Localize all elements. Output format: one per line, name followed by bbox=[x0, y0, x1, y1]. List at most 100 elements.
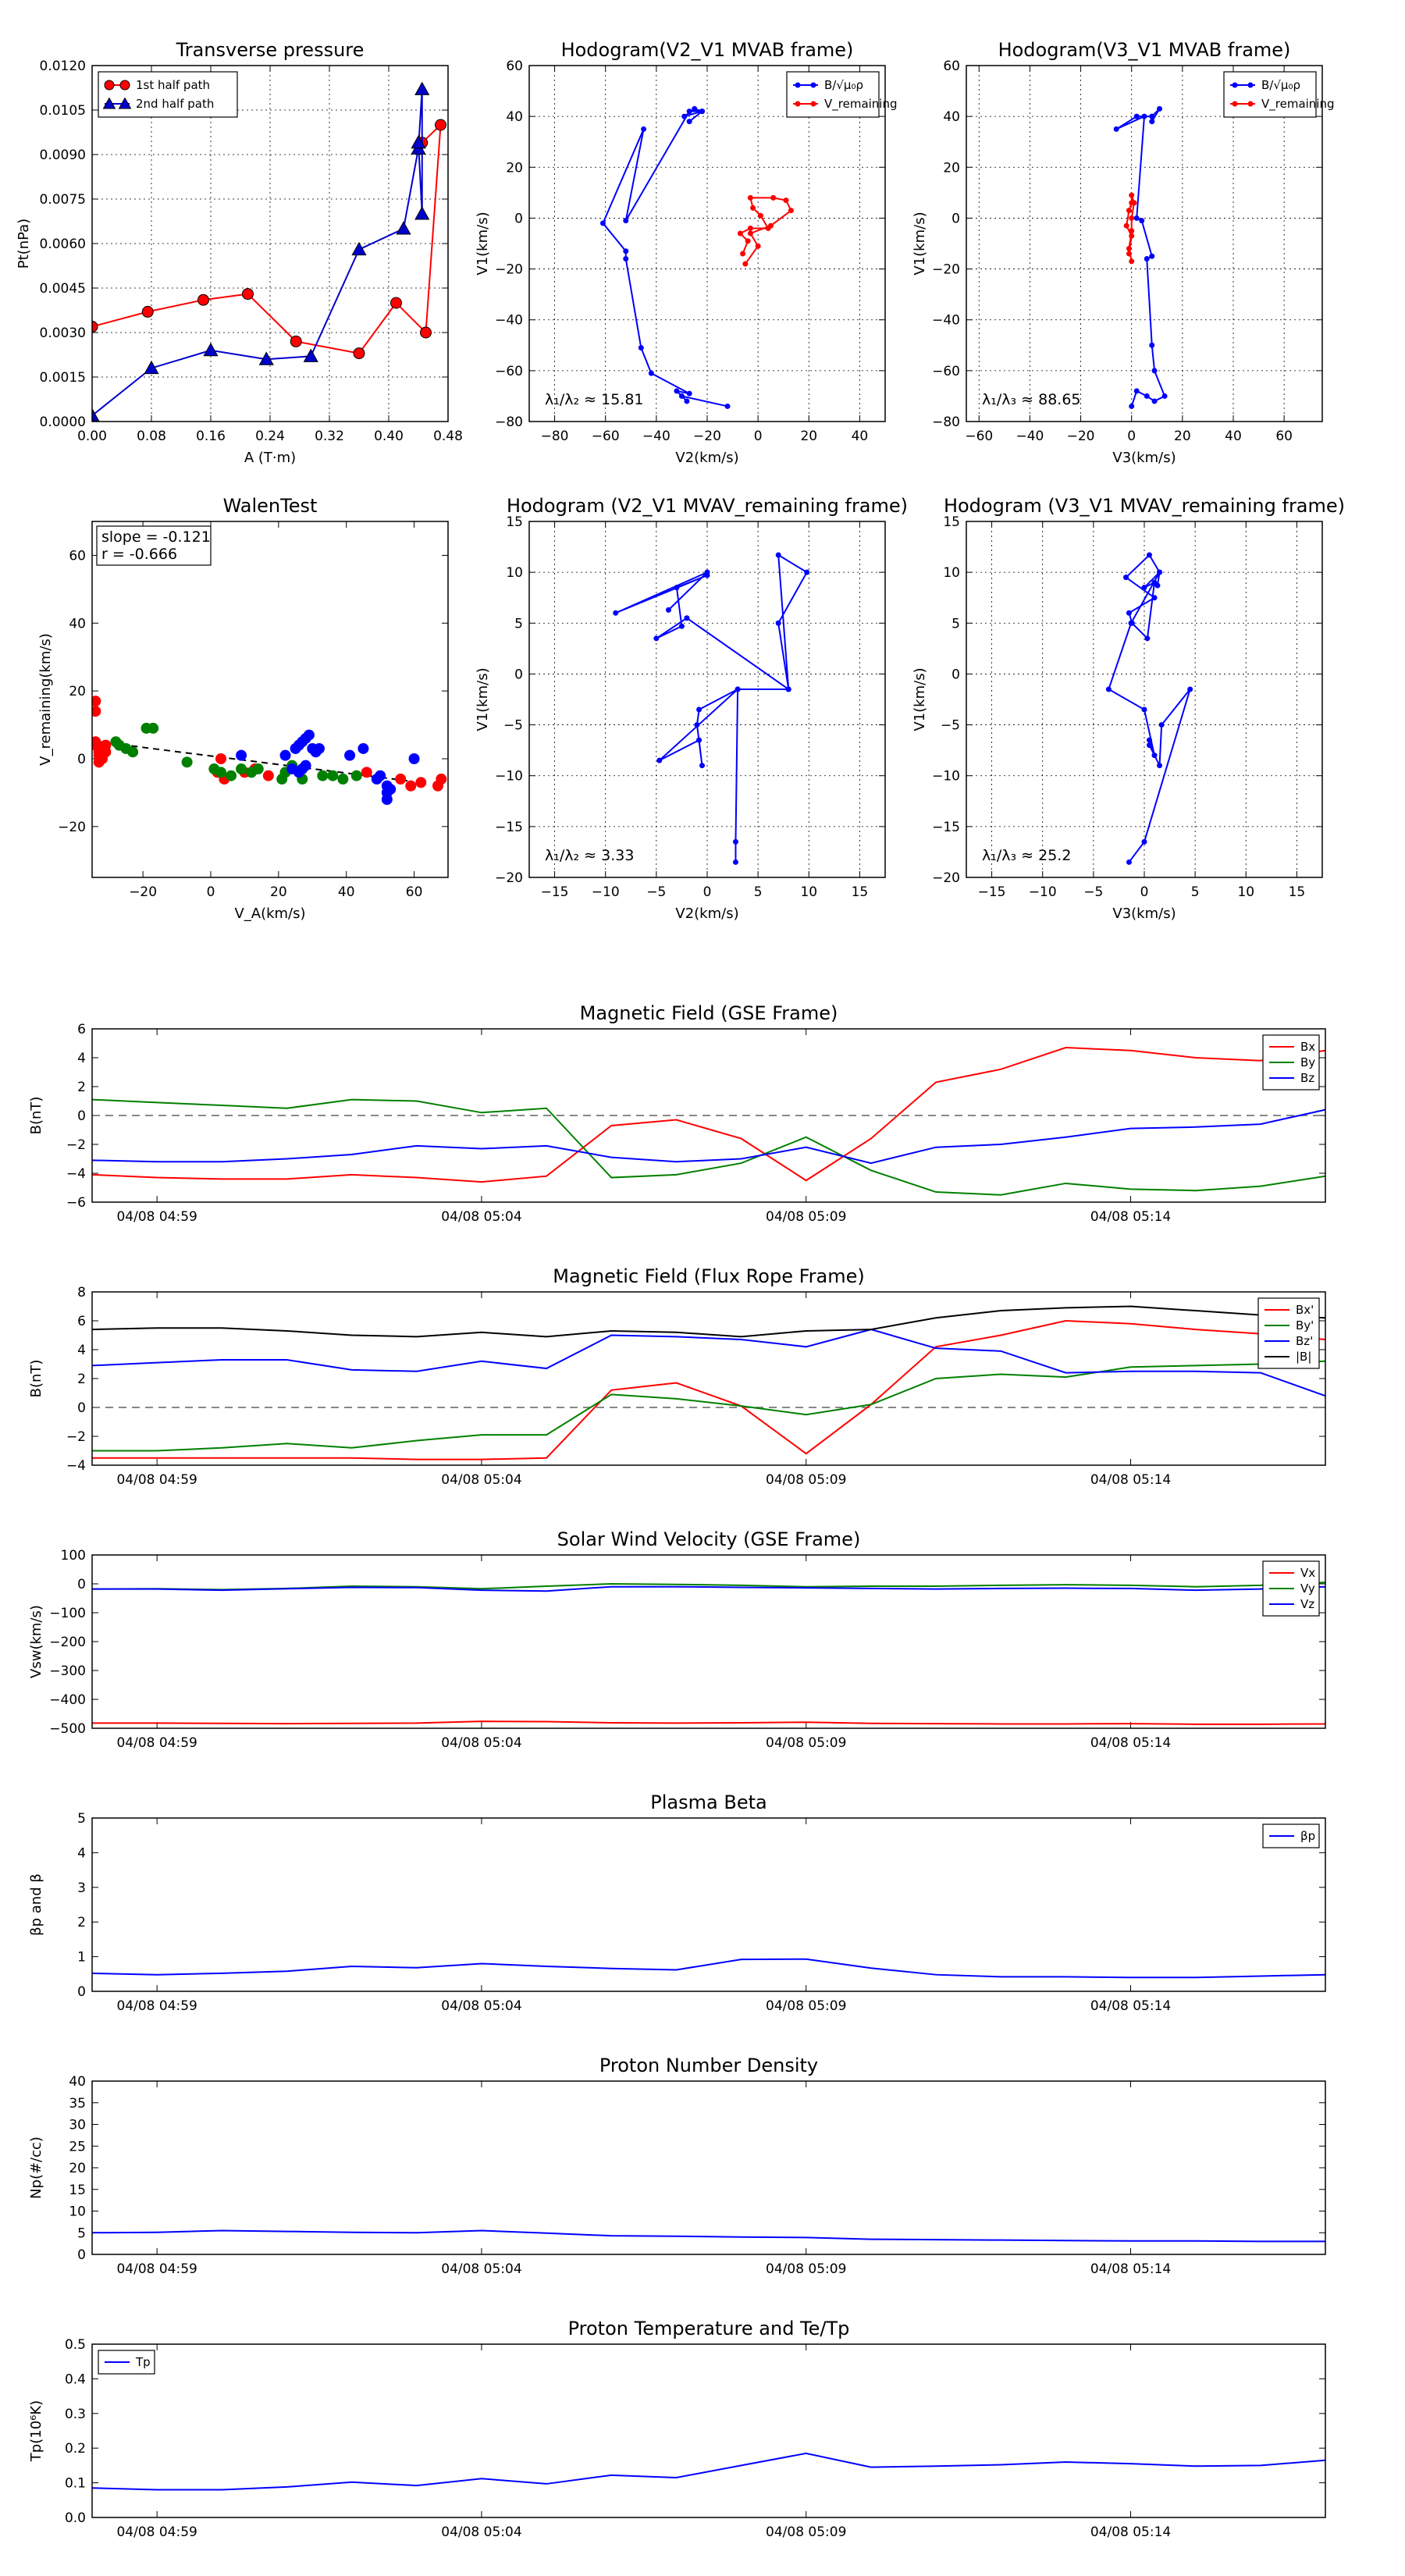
x-tick-label: 10 bbox=[1237, 884, 1254, 900]
y-axis-label: βp and β bbox=[28, 1873, 44, 1936]
y-tick-label: −6 bbox=[66, 1195, 86, 1211]
chart-walen: −20 0 20 40 60 −20 0 20 40 60 WalenTest V_A(km/s) V_… bbox=[37, 495, 449, 922]
y-tick-label: 20 bbox=[69, 2161, 86, 2176]
data-point bbox=[1151, 595, 1158, 601]
y-tick-label: −500 bbox=[49, 1721, 86, 1737]
legend-box bbox=[98, 71, 238, 118]
data-point bbox=[226, 770, 237, 781]
chart-title: Proton Temperature and Te/Tp bbox=[568, 2318, 850, 2339]
legend-label: βp bbox=[1300, 1829, 1315, 1843]
chart-mag_gse: −6 −4 −2 0 2 4 6 04/08 04:59 04/08 05:04 04/08 05… bbox=[28, 1002, 1326, 1225]
y-tick-label: 0.0 bbox=[65, 2510, 86, 2526]
y-axis-label: V1(km/s) bbox=[912, 212, 928, 275]
x-tick-label: −20 bbox=[1067, 429, 1095, 444]
x-tick-label: 0.24 bbox=[255, 429, 285, 444]
x-tick-label: 0.00 bbox=[77, 429, 107, 444]
legend-label: Vz bbox=[1300, 1597, 1314, 1611]
x-tick-label: 04/08 05:14 bbox=[1090, 2261, 1171, 2277]
data-point bbox=[1133, 113, 1140, 119]
y-tick-label: −5 bbox=[941, 718, 960, 734]
data-point bbox=[350, 770, 362, 781]
y-tick-label: 0.0030 bbox=[40, 326, 86, 341]
plot-frame bbox=[91, 521, 449, 878]
y-tick-label: −15 bbox=[495, 820, 523, 835]
series-line bbox=[1115, 108, 1166, 407]
x-tick-label: 04/08 05:09 bbox=[766, 1209, 846, 1225]
data-point bbox=[1129, 215, 1135, 221]
y-tick-label: 0.4 bbox=[65, 2371, 86, 2387]
data-point bbox=[732, 859, 738, 865]
y-tick-label: −2 bbox=[66, 1429, 86, 1445]
data-point bbox=[750, 205, 756, 211]
data-point bbox=[1126, 251, 1132, 257]
data-point bbox=[692, 105, 698, 112]
legend-marker bbox=[1247, 101, 1254, 107]
y-tick-label: 6 bbox=[77, 1314, 86, 1329]
legend: Bx'By' Bz' |B| bbox=[1257, 1297, 1320, 1369]
data-point bbox=[1105, 686, 1112, 692]
data-point bbox=[1129, 620, 1135, 626]
y-axis-label: V1(km/s) bbox=[475, 667, 491, 731]
y-tick-label: −5 bbox=[503, 718, 523, 734]
y-tick-label: 1 bbox=[77, 1950, 86, 1966]
y-tick-label: 40 bbox=[69, 2074, 86, 2090]
x-tick-label: 15 bbox=[852, 884, 869, 900]
chart-title: Plasma Beta bbox=[650, 1791, 767, 1813]
data-point bbox=[745, 238, 751, 244]
data-point bbox=[317, 770, 329, 781]
data-point bbox=[747, 194, 753, 201]
x-tick-label: 04/08 04:59 bbox=[116, 1998, 197, 2014]
legend-box bbox=[1223, 71, 1317, 118]
legend-label: Vx bbox=[1300, 1566, 1315, 1580]
x-tick-label: 04/08 05:04 bbox=[441, 1472, 521, 1488]
data-point bbox=[1129, 228, 1135, 234]
regression-line bbox=[98, 741, 408, 782]
y-tick-label: −15 bbox=[932, 820, 960, 835]
y-axis-label: Vsw(km/s) bbox=[28, 1605, 44, 1678]
legend-label: V_remaining bbox=[1261, 97, 1335, 112]
data-point bbox=[1129, 192, 1135, 198]
chart-hodo_v2v1_mvav: −15 −10 −5 0 5 10 15−20−15−10−5051015Hodogram … bbox=[475, 495, 908, 922]
y-tick-label: 10 bbox=[943, 565, 960, 581]
legend: B/√μ₀ρ V_remaining bbox=[786, 71, 898, 118]
y-tick-label: 5 bbox=[514, 616, 523, 632]
data-point bbox=[148, 722, 159, 734]
series-line bbox=[1108, 553, 1191, 863]
eigenvalue-ratio: λ₁/λ₂ ≈ 15.81 bbox=[545, 391, 644, 408]
x-tick-label: 04/08 05:14 bbox=[1090, 1735, 1171, 1751]
legend-label: By bbox=[1300, 1055, 1315, 1069]
series-line bbox=[92, 89, 423, 417]
y-axis-label: Np(#/cc) bbox=[28, 2137, 44, 2199]
series-line bbox=[92, 123, 442, 354]
data-point bbox=[303, 729, 315, 741]
data-point bbox=[674, 585, 680, 591]
data-point bbox=[1126, 859, 1132, 865]
x-tick-label: 04/08 05:14 bbox=[1090, 2524, 1171, 2540]
data-point bbox=[770, 194, 777, 201]
plot-frame bbox=[966, 521, 1323, 878]
y-tick-label: 40 bbox=[69, 616, 86, 632]
y-tick-label: −40 bbox=[932, 313, 960, 329]
series-line bbox=[615, 553, 809, 863]
y-tick-label: 2 bbox=[77, 1372, 86, 1387]
legend-marker bbox=[810, 82, 816, 88]
data-point bbox=[303, 348, 318, 362]
legend-label: By' bbox=[1296, 1318, 1314, 1332]
legend-label: Bx bbox=[1300, 1040, 1315, 1054]
data-point bbox=[313, 742, 325, 754]
y-tick-label: 4 bbox=[77, 1845, 86, 1861]
x-tick-label: 04/08 04:59 bbox=[116, 2261, 197, 2277]
y-tick-label: −20 bbox=[932, 870, 960, 886]
data-point bbox=[755, 243, 761, 249]
data-point bbox=[623, 218, 629, 224]
data-point bbox=[414, 81, 430, 95]
legend-label: Bx' bbox=[1296, 1303, 1314, 1317]
x-tick-label: 20 bbox=[270, 884, 287, 900]
data-point bbox=[353, 347, 365, 360]
chart-title: Proton Number Density bbox=[599, 2055, 818, 2076]
chart-beta: 0 1 2 3 4 5 04/08 04:59 04/08 05:04 04/08 05:09 0… bbox=[28, 1791, 1326, 2014]
data-point bbox=[361, 767, 372, 778]
data-point bbox=[344, 749, 356, 761]
y-tick-label: 5 bbox=[77, 2226, 86, 2241]
